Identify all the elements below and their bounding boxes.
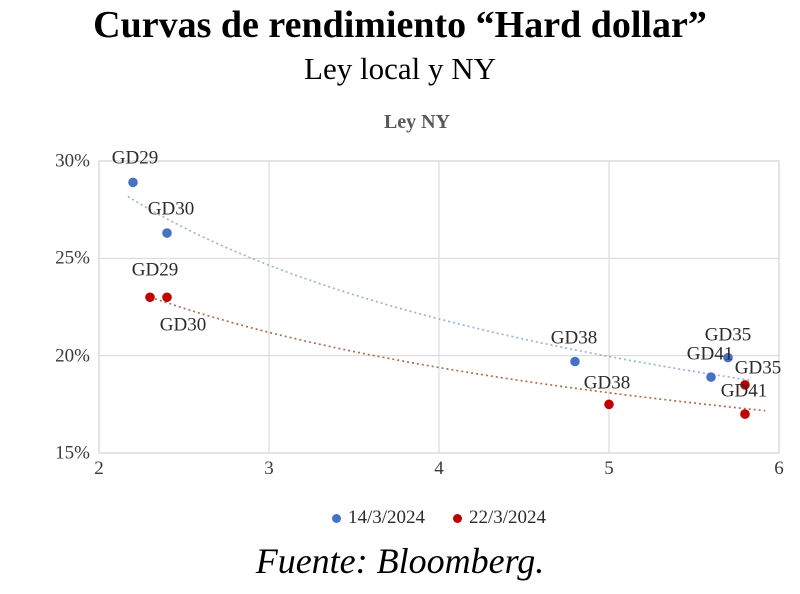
data-point-GD35 [723, 352, 733, 363]
data-point-label-GD35: GD35 [734, 357, 782, 379]
source-note: Fuente: Bloomberg. [255, 541, 545, 581]
data-point-GD30 [162, 228, 172, 238]
legend-label: 22/3/2024 [469, 507, 547, 528]
trendline-22/3/2024 [154, 297, 766, 412]
data-point-label-GD41: GD41 [686, 343, 734, 365]
chart-title: Ley NY [383, 111, 451, 133]
x-tick-label: 3 [264, 458, 274, 479]
data-point-GD29 [128, 177, 138, 188]
data-point-GD35 [740, 380, 750, 390]
y-tick-label: 30% [55, 150, 90, 172]
data-point-GD29 [145, 292, 155, 303]
data-point-GD41 [706, 372, 716, 382]
chart-legend: 14/3/2024 22/3/2024 [99, 505, 779, 531]
legend-label: 14/3/2024 [347, 507, 425, 528]
legend-item: 22/3/2024 [453, 508, 546, 528]
data-point-label-GD29: GD29 [131, 259, 179, 281]
legend-item: 14/3/2024 [331, 507, 425, 528]
data-point-GD41 [740, 409, 750, 419]
data-point-GD38 [570, 356, 580, 367]
data-point-label-GD35: GD35 [704, 324, 752, 346]
plot-border [98, 160, 780, 454]
data-point-label-GD29: GD29 [111, 147, 159, 169]
x-tick-label: 5 [604, 458, 614, 479]
data-point-label-GD38: GD38 [550, 327, 598, 348]
page-subtitle: Ley local y NY [304, 51, 496, 86]
legend-marker-icon [453, 513, 462, 523]
data-point-label-GD41: GD41 [720, 380, 768, 402]
x-tick-label: 4 [434, 458, 444, 479]
y-tick-label: 20% [55, 345, 90, 367]
y-tick-label: 15% [55, 442, 90, 464]
data-point-label-GD38: GD38 [583, 372, 631, 394]
data-point-GD30 [162, 292, 172, 303]
y-tick-label: 25% [55, 247, 90, 269]
data-point-GD38 [604, 399, 614, 410]
data-point-label-GD30: GD30 [159, 314, 207, 336]
x-tick-label: 6 [774, 458, 784, 479]
page-title: Curvas de rendimiento “Hard dollar” [93, 4, 707, 46]
data-point-label-GD30: GD30 [147, 198, 195, 220]
legend-marker-icon [331, 513, 341, 523]
x-tick-label: 2 [94, 458, 104, 479]
trendline-14/3/2024 [127, 195, 751, 382]
